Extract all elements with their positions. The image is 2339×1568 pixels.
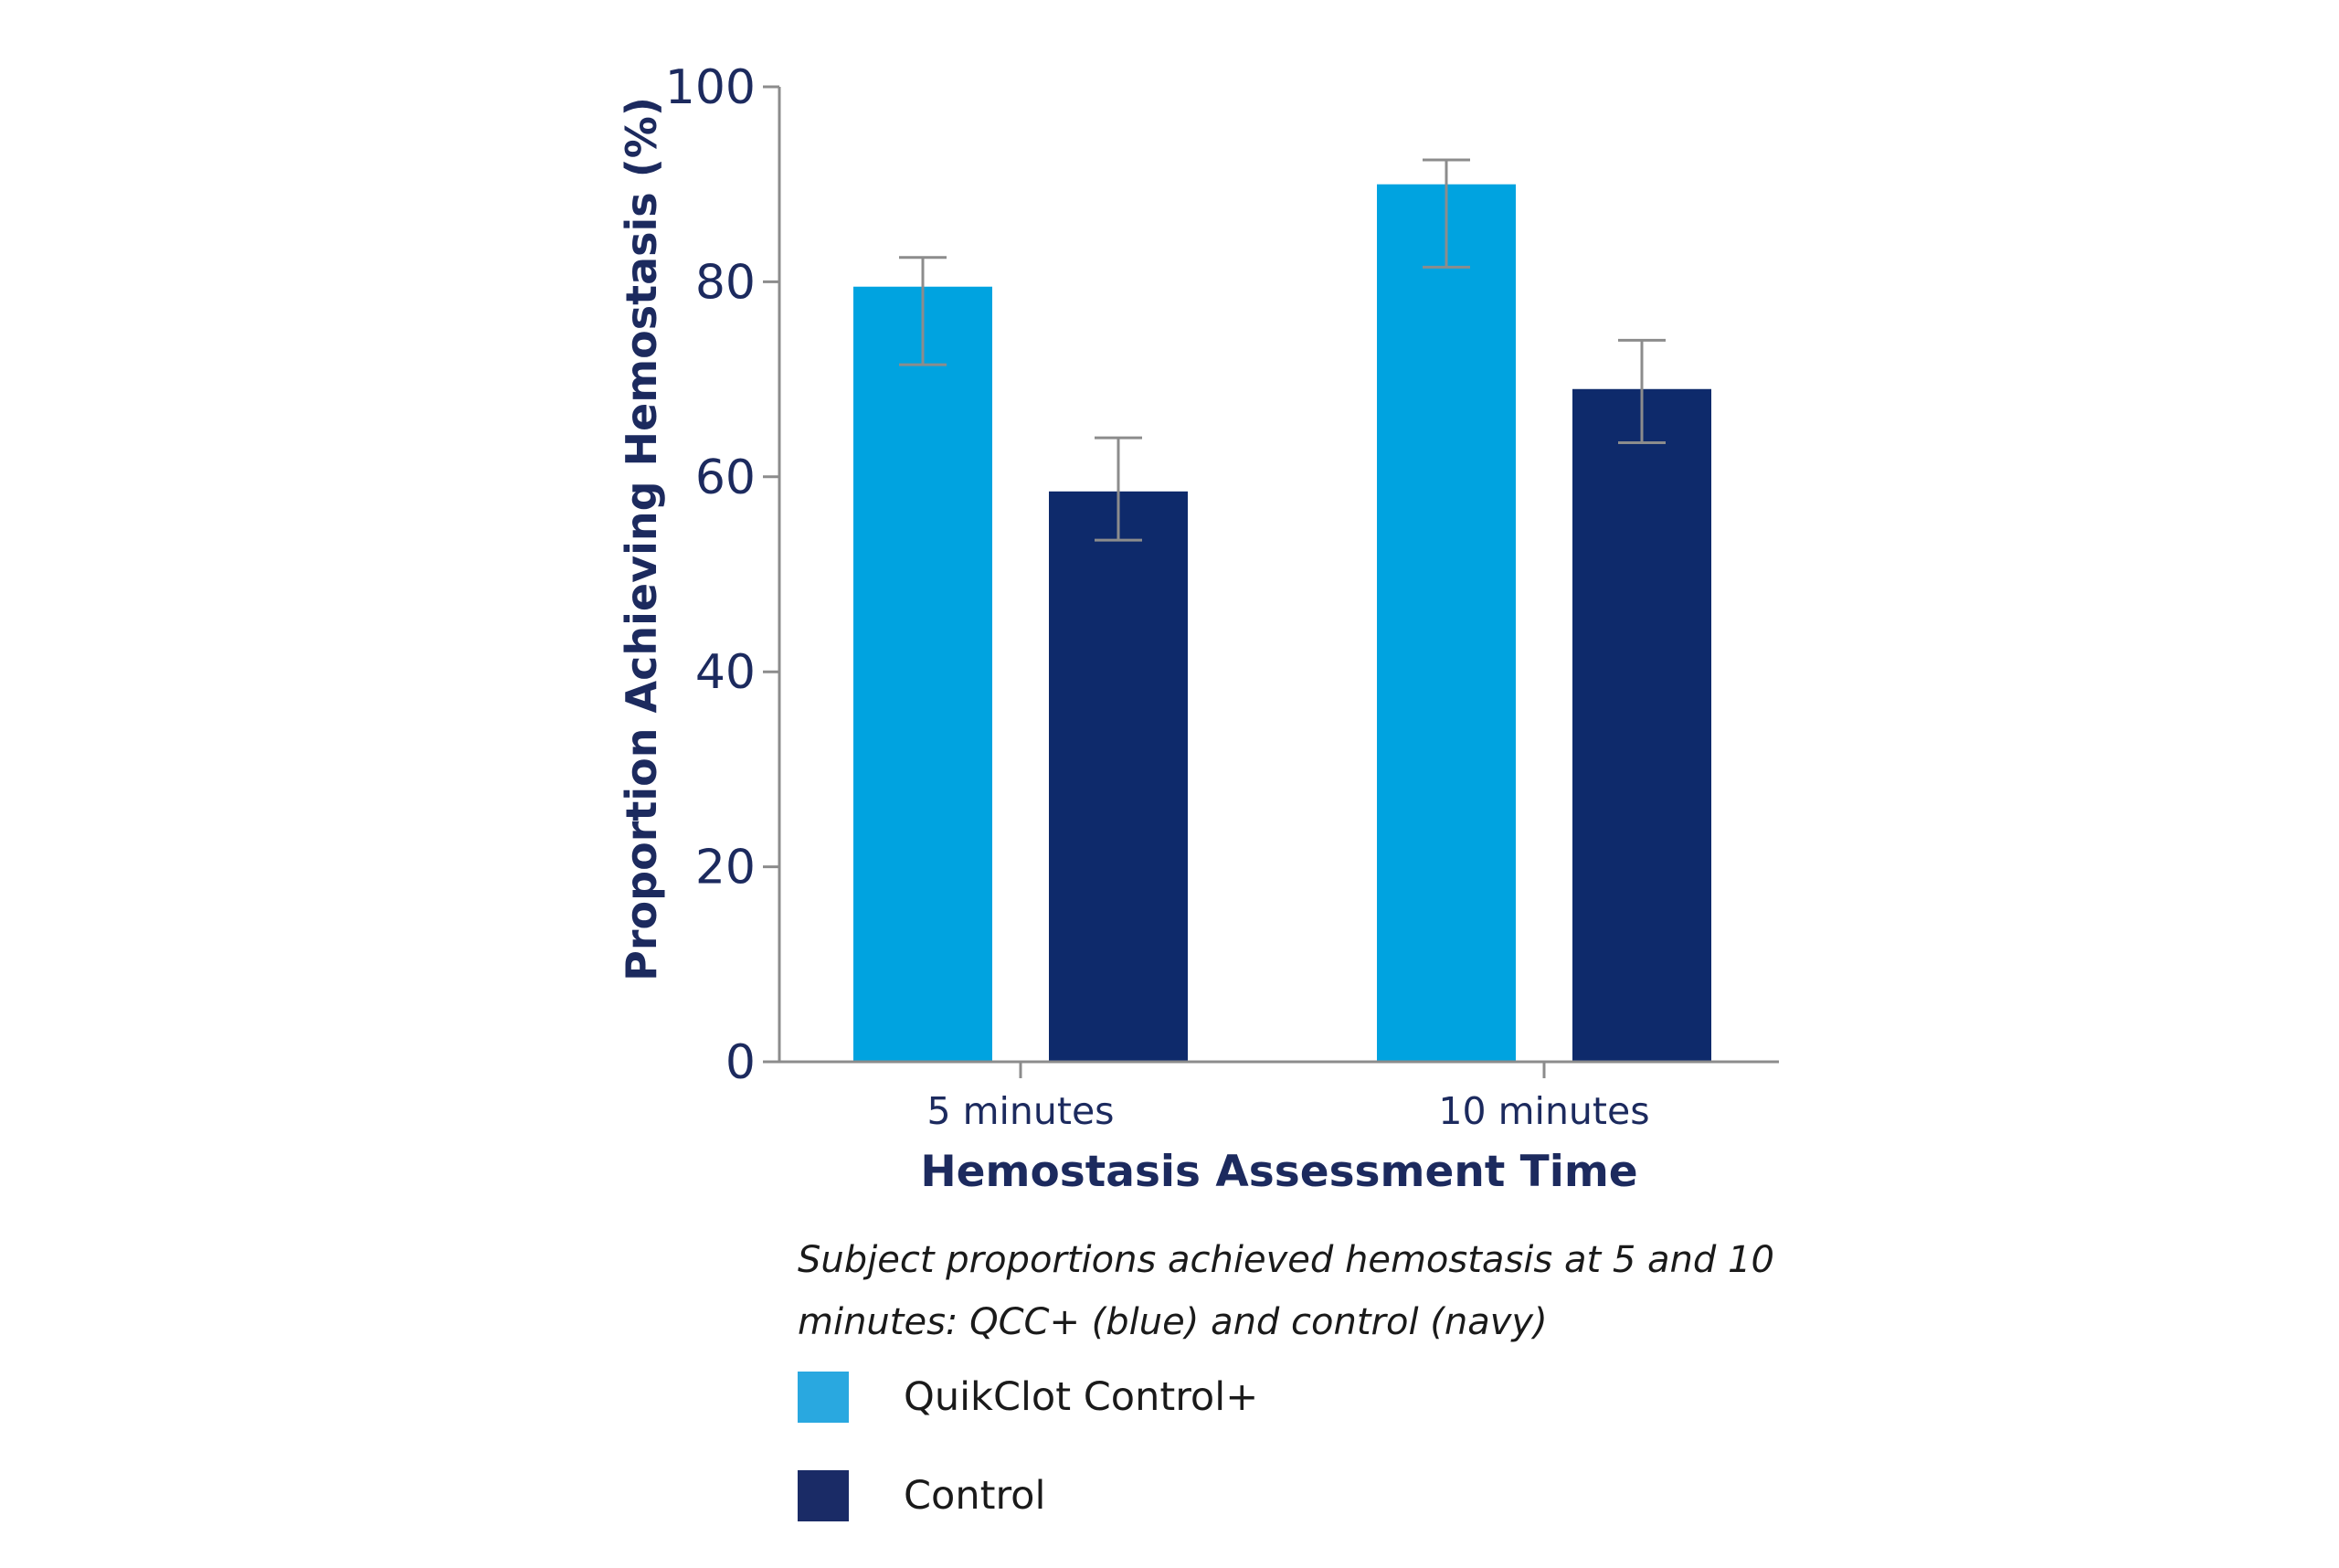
legend-label-control: Control [904,1473,1046,1519]
y-tick-label-100: 100 [665,60,756,115]
legend-swatch-control [798,1470,849,1521]
y-axis-title: Proportion Achieving Hemostasis (%) [617,97,666,981]
legend-swatch-quikclot [798,1372,849,1423]
y-tick-label-60: 60 [695,450,756,505]
x-tick-label-1: 10 minutes [1438,1089,1649,1133]
bar-quikclot-1 [1377,184,1516,1062]
legend-item-quikclot: QuikClot Control+ [798,1371,1258,1424]
y-tick-label-80: 80 [695,255,756,310]
y-tick-label-20: 20 [695,841,756,895]
bar-control-1 [1572,388,1711,1062]
chart-caption: Subject proportions achieved hemostasis … [798,1239,1774,1343]
legend-item-control: Control [798,1469,1258,1522]
x-tick-label-0: 5 minutes [926,1089,1114,1133]
bar-quikclot-0 [853,286,992,1062]
legend: QuikClot Control+ Control [798,1371,1258,1568]
x-axis-title: Hemostasis Assessment Time [920,1147,1637,1197]
legend-label-quikclot: QuikClot Control+ [904,1374,1259,1420]
bar-control-0 [1049,491,1188,1062]
y-tick-label-40: 40 [695,645,756,700]
y-tick-label-0: 0 [725,1035,756,1090]
